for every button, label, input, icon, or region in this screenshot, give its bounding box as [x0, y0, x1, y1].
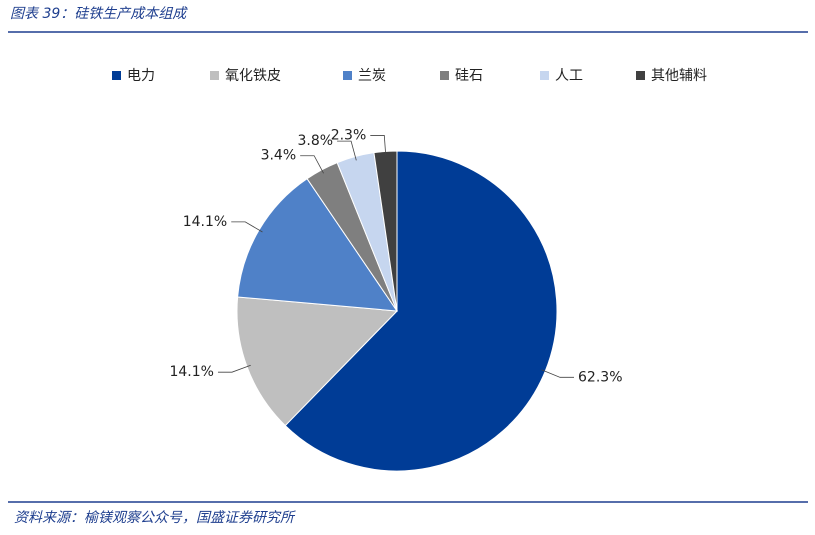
leader-line	[300, 155, 324, 174]
data-label: 62.3%	[578, 369, 622, 385]
legend-label: 兰炭	[358, 68, 386, 84]
leader-line	[231, 221, 263, 233]
data-label: 14.1%	[183, 214, 227, 230]
data-label: 3.4%	[261, 148, 297, 164]
source-note: 资料来源：榆镁观察公众号，国盛证券研究所	[14, 510, 296, 526]
legend-swatch	[343, 71, 352, 80]
legend-label: 其他辅料	[651, 68, 707, 84]
legend-swatch	[540, 71, 549, 80]
leader-line	[370, 135, 387, 156]
legend-label: 硅石	[455, 68, 483, 84]
legend-label: 电力	[127, 68, 155, 84]
leader-line	[541, 369, 575, 378]
leader-line	[217, 364, 251, 373]
data-label: 3.8%	[298, 133, 334, 149]
legend-swatch	[636, 71, 645, 80]
legend-label: 氧化铁皮	[225, 68, 281, 84]
legend-swatch	[440, 71, 449, 80]
legend-swatch	[210, 71, 219, 80]
legend-label: 人工	[555, 68, 583, 84]
legend-swatch	[112, 71, 121, 80]
leader-line	[337, 140, 357, 161]
chart-title: 图表 39：硅铁生产成本组成	[10, 6, 188, 22]
data-label: 14.1%	[169, 364, 213, 380]
data-label: 2.3%	[331, 127, 367, 143]
